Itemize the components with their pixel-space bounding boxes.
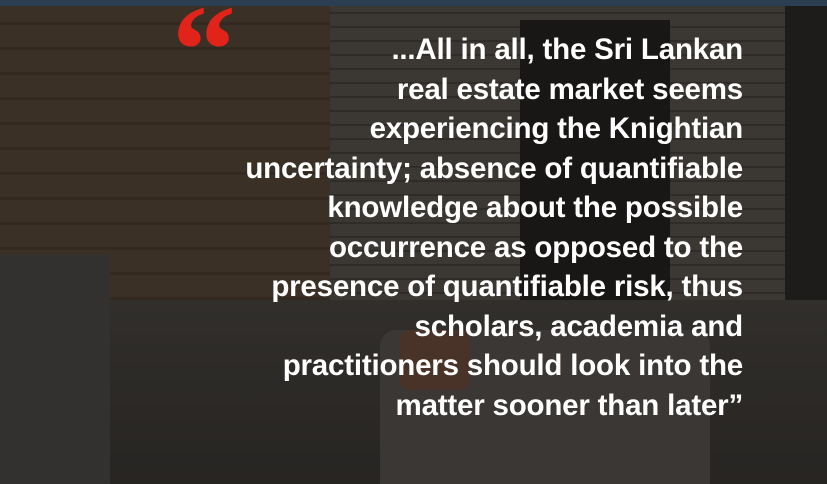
- quote-line: ...All in all, the Sri Lankan: [245, 30, 743, 70]
- quote-mark: “: [172, 0, 236, 114]
- quote-line: practitioners should look into the: [245, 346, 743, 386]
- quote-line: experiencing the Knightian: [245, 109, 743, 149]
- top-bar: [0, 0, 827, 6]
- quote-line: matter sooner than later”: [245, 386, 743, 426]
- quote-line: scholars, academia and: [245, 307, 743, 347]
- quote-line: presence of quantifiable risk, thus: [245, 267, 743, 307]
- quote-line: real estate market seems: [245, 70, 743, 110]
- quote-card: “ ...All in all, the Sri Lankanreal esta…: [0, 0, 827, 484]
- quote-line: uncertainty; absence of quantifiable: [245, 149, 743, 189]
- quote-line: occurrence as opposed to the: [245, 228, 743, 268]
- quote-line: knowledge about the possible: [245, 188, 743, 228]
